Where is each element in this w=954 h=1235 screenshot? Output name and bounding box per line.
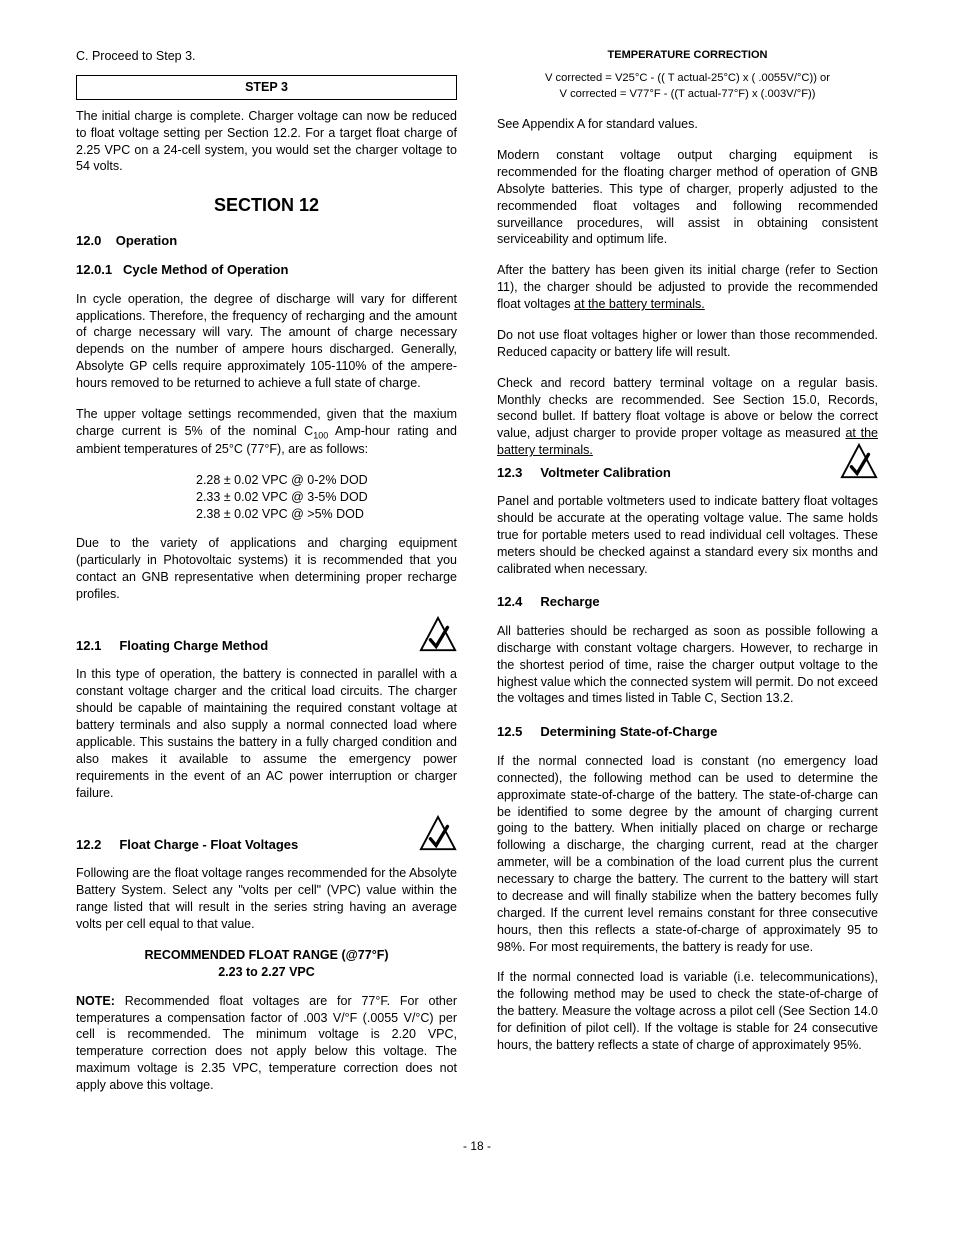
note-label: NOTE: <box>76 994 115 1008</box>
dod-line-2: 2.33 ± 0.02 VPC @ 3-5% DOD <box>196 489 457 506</box>
heading-12-4: 12.4 Recharge <box>497 593 878 611</box>
para-check-pre: Check and record battery terminal voltag… <box>497 376 878 441</box>
right-column: TEMPERATURE CORRECTION V corrected = V25… <box>497 48 878 1108</box>
page-number: - 18 - <box>76 1138 878 1154</box>
heading-12-5: 12.5 Determining State-of-Charge <box>497 723 878 741</box>
heading-12-3-row: 12.3 Voltmeter Calibration <box>497 463 878 481</box>
para-12-0-1a: In cycle operation, the degree of discha… <box>76 291 457 392</box>
heading-12-1: 12.1 Floating Charge Method <box>76 637 268 655</box>
para-12-4: All batteries should be recharged as soo… <box>497 623 878 707</box>
recommended-float-block: RECOMMENDED FLOAT RANGE (@77°F) 2.23 to … <box>76 947 457 981</box>
para-12-2a: Following are the float voltage ranges r… <box>76 865 457 933</box>
dod-line-3: 2.38 ± 0.02 VPC @ >5% DOD <box>196 506 457 523</box>
rec-float-line1: RECOMMENDED FLOAT RANGE (@77°F) <box>76 947 457 964</box>
temp-corr-line2: V corrected = V77°F - ((T actual-77°F) x… <box>497 87 878 103</box>
note-body: Recommended float voltages are for 77°F.… <box>76 994 457 1092</box>
step-3-box: STEP 3 <box>76 75 457 100</box>
temp-corr-line1: V corrected = V25°C - (( T actual-25°C) … <box>497 71 878 87</box>
checkmark-triangle-icon <box>419 616 457 654</box>
heading-12-3: 12.3 Voltmeter Calibration <box>497 464 671 482</box>
dod-line-1: 2.28 ± 0.02 VPC @ 0-2% DOD <box>196 472 457 489</box>
line-proceed: C. Proceed to Step 3. <box>76 48 457 65</box>
para-after-underline: at the battery terminals. <box>574 297 705 311</box>
temp-correction-title: TEMPERATURE CORRECTION <box>497 48 878 63</box>
note-paragraph: NOTE: Recommended float voltages are for… <box>76 993 457 1094</box>
section-12-title: SECTION 12 <box>76 193 457 217</box>
heading-12-1-row: 12.1 Floating Charge Method <box>76 616 457 654</box>
para-12-5b: If the normal connected load is variable… <box>497 969 878 1053</box>
rec-float-line2: 2.23 to 2.27 VPC <box>76 964 457 981</box>
c100-subscript: 100 <box>313 430 328 440</box>
para-12-1: In this type of operation, the battery i… <box>76 666 457 801</box>
left-column: C. Proceed to Step 3. STEP 3 The initial… <box>76 48 457 1108</box>
para-12-3: Panel and portable voltmeters used to in… <box>497 493 878 577</box>
para-12-5a: If the normal connected load is constant… <box>497 753 878 956</box>
heading-12-0: 12.0 Operation <box>76 232 457 250</box>
para-do-not: Do not use float voltages higher or lowe… <box>497 327 878 361</box>
heading-12-2-row: 12.2 Float Charge - Float Voltages <box>76 815 457 853</box>
para-check-record: Check and record battery terminal voltag… <box>497 375 878 459</box>
see-appendix: See Appendix A for standard values. <box>497 116 878 133</box>
para-modern: Modern constant voltage output charging … <box>497 147 878 248</box>
temp-correction-formulas: V corrected = V25°C - (( T actual-25°C) … <box>497 71 878 102</box>
heading-12-2: 12.2 Float Charge - Float Voltages <box>76 836 298 854</box>
para-12-0-1b: The upper voltage settings recommended, … <box>76 406 457 458</box>
checkmark-triangle-icon <box>419 815 457 853</box>
checkmark-triangle-icon <box>840 443 878 481</box>
dod-list: 2.28 ± 0.02 VPC @ 0-2% DOD 2.33 ± 0.02 V… <box>196 472 457 523</box>
para-12-0-1c: Due to the variety of applications and c… <box>76 535 457 603</box>
para-after-initial: After the battery has been given its ini… <box>497 262 878 313</box>
two-column-layout: C. Proceed to Step 3. STEP 3 The initial… <box>76 48 878 1108</box>
heading-12-0-1: 12.0.1 Cycle Method of Operation <box>76 261 457 279</box>
step3-paragraph: The initial charge is complete. Charger … <box>76 108 457 176</box>
